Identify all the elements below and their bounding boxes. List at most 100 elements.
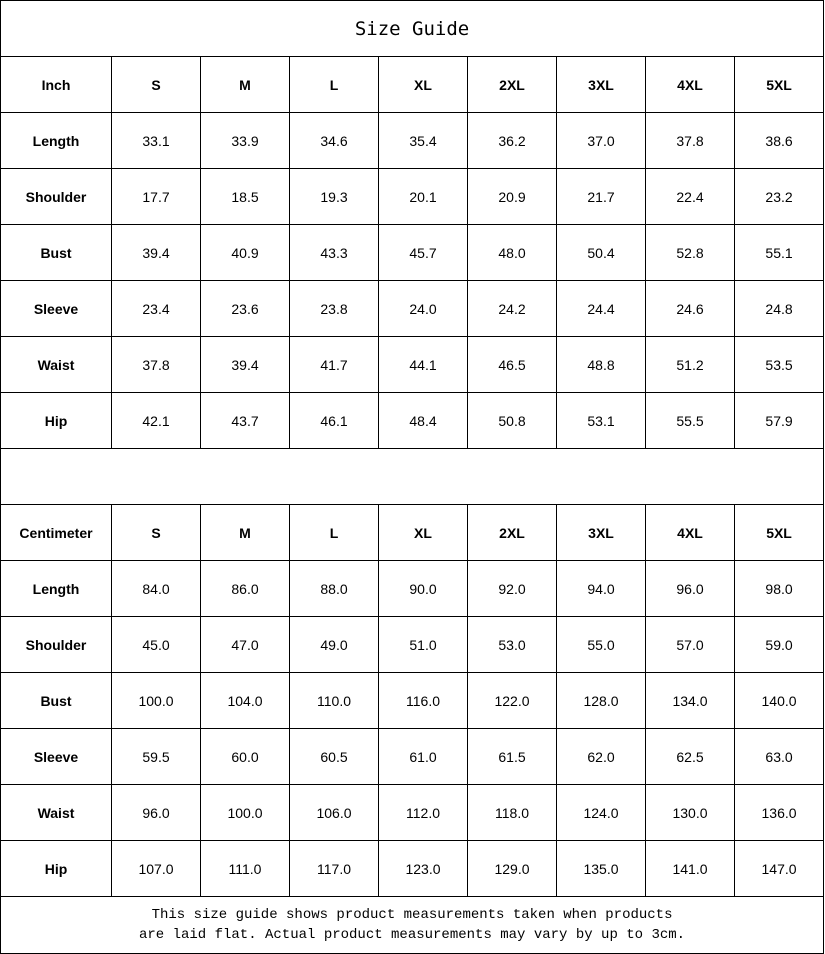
measurement-value: 38.6 — [733, 112, 825, 169]
table-row: Hip 42.1 43.7 46.1 48.4 50.8 53.1 55.5 57.9 — [0, 392, 825, 449]
table-row: Hip 107.0 111.0 117.0 123.0 129.0 135.0 141.0 14… — [0, 840, 825, 897]
measurement-value: 35.4 — [378, 112, 468, 169]
measurement-value: 39.4 — [200, 336, 290, 393]
measurement-value: 124.0 — [556, 784, 646, 841]
measurement-value: 43.3 — [289, 224, 379, 281]
measurement-value: 90.0 — [378, 560, 468, 617]
measurement-value: 104.0 — [200, 672, 290, 729]
measurement-value: 140.0 — [733, 672, 825, 729]
centimeter-header-row: Centimeter S M L XL 2XL 3XL 4XL 5XL — [0, 504, 825, 561]
measurement-label: Sleeve — [0, 280, 112, 337]
measurement-value: 59.0 — [733, 616, 825, 673]
measurement-label: Length — [0, 560, 112, 617]
note-row: This size guide shows product measuremen… — [0, 896, 825, 954]
measurement-value: 86.0 — [200, 560, 290, 617]
measurement-value: 33.9 — [200, 112, 290, 169]
measurement-value: 52.8 — [645, 224, 735, 281]
measurement-value: 20.1 — [378, 168, 468, 225]
measurement-value: 107.0 — [111, 840, 201, 897]
measurement-label: Bust — [0, 672, 112, 729]
measurement-value: 130.0 — [645, 784, 735, 841]
size-header: 4XL — [645, 56, 735, 113]
table-row: Length 84.0 86.0 88.0 90.0 92.0 94.0 96.0 98.0 — [0, 560, 825, 617]
size-header: 2XL — [467, 504, 557, 561]
measurement-value: 24.4 — [556, 280, 646, 337]
measurement-value: 88.0 — [289, 560, 379, 617]
measurement-value: 34.6 — [289, 112, 379, 169]
measurement-value: 24.0 — [378, 280, 468, 337]
size-header: 5XL — [733, 504, 825, 561]
size-header: L — [289, 56, 379, 113]
measurement-value: 17.7 — [111, 168, 201, 225]
measurement-value: 33.1 — [111, 112, 201, 169]
note-line-2: are laid flat. Actual product measuremen… — [138, 927, 686, 943]
size-header: 2XL — [467, 56, 557, 113]
measurement-value: 106.0 — [289, 784, 379, 841]
measurement-label: Hip — [0, 840, 112, 897]
measurement-label: Waist — [0, 336, 112, 393]
measurement-value: 100.0 — [111, 672, 201, 729]
measurement-value: 60.5 — [289, 728, 379, 785]
size-header: XL — [378, 504, 468, 561]
measurement-value: 117.0 — [289, 840, 379, 897]
measurement-value: 61.5 — [467, 728, 557, 785]
table-row: Sleeve 59.5 60.0 60.5 61.0 61.5 62.0 62.5 63.0 — [0, 728, 825, 785]
measurement-value: 57.0 — [645, 616, 735, 673]
measurement-value: 55.0 — [556, 616, 646, 673]
measurement-value: 129.0 — [467, 840, 557, 897]
measurement-value: 37.8 — [111, 336, 201, 393]
measurement-value: 112.0 — [378, 784, 468, 841]
title-row: Size Guide — [0, 0, 825, 57]
measurement-value: 98.0 — [733, 560, 825, 617]
measurement-value: 22.4 — [645, 168, 735, 225]
measurement-value: 63.0 — [733, 728, 825, 785]
measurement-value: 110.0 — [289, 672, 379, 729]
measurement-value: 44.1 — [378, 336, 468, 393]
measurement-value: 24.8 — [733, 280, 825, 337]
measurement-value: 48.4 — [378, 392, 468, 449]
measurement-value: 84.0 — [111, 560, 201, 617]
measurement-value: 53.5 — [733, 336, 825, 393]
measurement-value: 47.0 — [200, 616, 290, 673]
table-row: Shoulder 17.7 18.5 19.3 20.1 20.9 21.7 22.4 23.2 — [0, 168, 825, 225]
measurement-value: 55.1 — [733, 224, 825, 281]
measurement-value: 134.0 — [645, 672, 735, 729]
table-row: Shoulder 45.0 47.0 49.0 51.0 53.0 55.0 57.0 59.0 — [0, 616, 825, 673]
measurement-value: 46.1 — [289, 392, 379, 449]
measurement-value: 55.5 — [645, 392, 735, 449]
measurement-value: 111.0 — [200, 840, 290, 897]
table-row: Sleeve 23.4 23.6 23.8 24.0 24.2 24.4 24.6 24.8 — [0, 280, 825, 337]
measurement-value: 37.0 — [556, 112, 646, 169]
measurement-label: Hip — [0, 392, 112, 449]
size-header: M — [200, 56, 290, 113]
measurement-value: 53.1 — [556, 392, 646, 449]
measurement-value: 59.5 — [111, 728, 201, 785]
measurement-value: 135.0 — [556, 840, 646, 897]
size-header: 4XL — [645, 504, 735, 561]
measurement-value: 36.2 — [467, 112, 557, 169]
measurement-value: 18.5 — [200, 168, 290, 225]
table-row: Length 33.1 33.9 34.6 35.4 36.2 37.0 37.8 38.6 — [0, 112, 825, 169]
size-header: 3XL — [556, 504, 646, 561]
measurement-value: 50.4 — [556, 224, 646, 281]
spacer-row — [0, 448, 825, 505]
measurement-value: 116.0 — [378, 672, 468, 729]
measurement-value: 39.4 — [111, 224, 201, 281]
measurement-value: 20.9 — [467, 168, 557, 225]
measurement-label: Shoulder — [0, 168, 112, 225]
measurement-value: 50.8 — [467, 392, 557, 449]
size-header: M — [200, 504, 290, 561]
table-row: Waist 37.8 39.4 41.7 44.1 46.5 48.8 51.2 53.5 — [0, 336, 825, 393]
measurement-value: 62.5 — [645, 728, 735, 785]
size-header: XL — [378, 56, 468, 113]
measurement-value: 147.0 — [733, 840, 825, 897]
size-header: L — [289, 504, 379, 561]
table-row: Bust 100.0 104.0 110.0 116.0 122.0 128.0 134.0 1… — [0, 672, 825, 729]
size-header: 5XL — [733, 56, 825, 113]
measurement-value: 48.8 — [556, 336, 646, 393]
inch-header-row: Inch S M L XL 2XL 3XL 4XL 5XL — [0, 56, 825, 113]
measurement-value: 41.7 — [289, 336, 379, 393]
measurement-value: 96.0 — [111, 784, 201, 841]
note-line-1: This size guide shows product measuremen… — [151, 907, 673, 923]
